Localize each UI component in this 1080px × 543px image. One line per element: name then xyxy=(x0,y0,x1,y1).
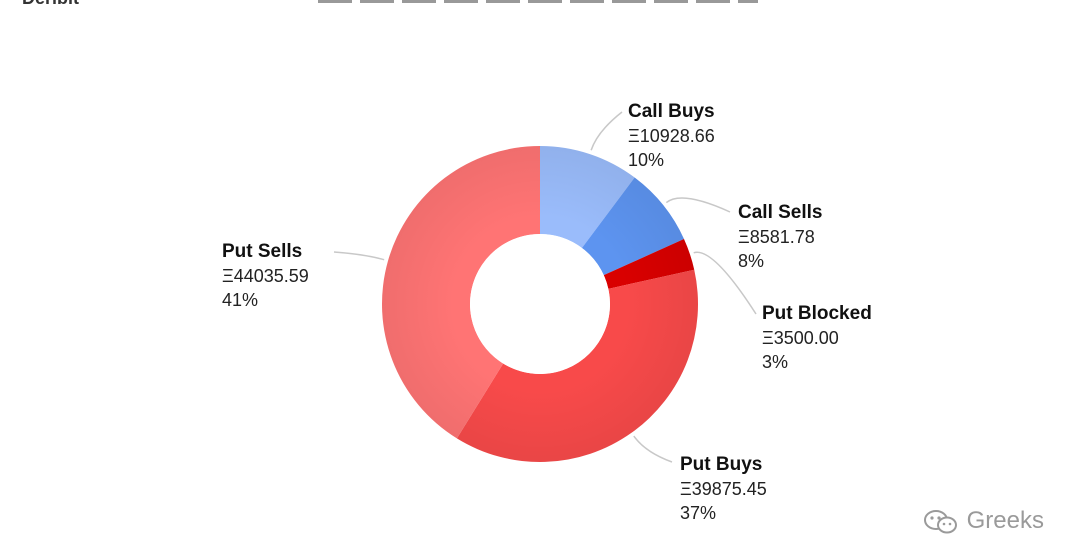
slice-label-call-buys: Call Buys Ξ10928.66 10% xyxy=(628,100,715,172)
leader-line xyxy=(633,435,673,463)
slice-label-put-buys: Put Buys Ξ39875.45 37% xyxy=(680,453,767,525)
slice-value: Ξ10928.66 xyxy=(628,126,715,146)
donut-hole xyxy=(470,234,610,374)
slices-group xyxy=(381,145,699,463)
slice-percent: 8% xyxy=(738,251,765,271)
slice-percent: 3% xyxy=(762,352,789,372)
slice-value: Ξ39875.45 xyxy=(680,479,767,499)
leader-lines xyxy=(333,111,757,463)
watermark: Greeks xyxy=(923,507,1044,535)
slice-name: Call Sells xyxy=(738,202,823,223)
slice-value: Ξ8581.78 xyxy=(738,227,815,247)
leader-line xyxy=(333,251,385,261)
slice-value: Ξ3500.00 xyxy=(762,328,839,348)
slice-name: Put Blocked xyxy=(762,303,872,324)
slice-name: Put Buys xyxy=(680,454,763,475)
wechat-icon xyxy=(923,509,959,534)
slice-percent: 10% xyxy=(628,150,665,170)
slice-label-put-blocked: Put Blocked Ξ3500.00 3% xyxy=(762,302,872,374)
slice-percent: 37% xyxy=(680,503,717,523)
slice-value: Ξ44035.59 xyxy=(222,266,309,286)
watermark-text: Greeks xyxy=(966,507,1044,534)
slice-name: Put Sells xyxy=(222,241,303,262)
leader-line xyxy=(590,111,623,151)
slice-label-put-sells: Put Sells Ξ44035.59 41% xyxy=(222,240,309,312)
slice-label-call-sells: Call Sells Ξ8581.78 8% xyxy=(738,201,823,273)
logo: Deribit xyxy=(22,0,79,9)
chart-title-cut-off xyxy=(318,0,758,3)
slice-name: Call Buys xyxy=(628,101,715,122)
slice-percent: 41% xyxy=(222,290,259,310)
leader-line xyxy=(693,251,757,315)
leader-line xyxy=(665,197,731,213)
